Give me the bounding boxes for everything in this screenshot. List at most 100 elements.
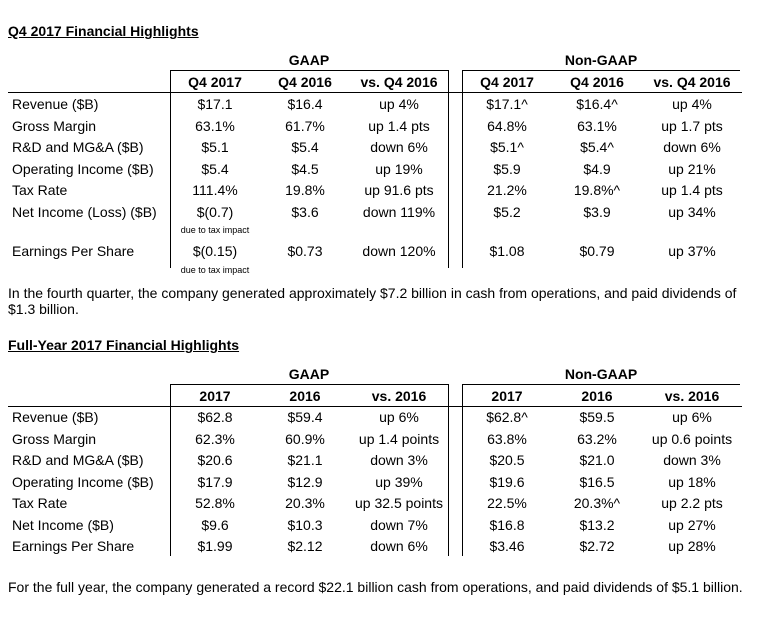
fy-cell: down 7%: [370, 517, 428, 533]
q4-cell: 21.2%: [487, 182, 527, 198]
q4-cell: $17.1^: [486, 96, 528, 112]
fy-cell: up 28%: [668, 538, 716, 554]
q4-cell: $16.4^: [576, 96, 618, 112]
q4-cash-paragraph: In the fourth quarter, the company gener…: [8, 285, 737, 317]
q4-cell: up 4%: [672, 96, 712, 112]
fy-cell: 22.5%: [487, 495, 527, 511]
q4-cell: up 91.6 pts: [364, 182, 434, 198]
fy-nongaap-top-rule: [462, 384, 740, 385]
fy-cell: $21.1: [287, 452, 323, 468]
q4-header-rule: [8, 92, 742, 93]
fy-section-title: Full-Year 2017 Financial Highlights: [8, 337, 240, 353]
fy-cell: $2.72: [579, 538, 615, 554]
q4-cell: $(0.7): [196, 204, 234, 220]
q4-cell: $16.4: [287, 96, 323, 112]
q4-cell: 111.4%: [192, 182, 238, 198]
fy-row-label: R&D and MG&A ($B): [12, 452, 144, 468]
fy-cell: $1.99: [197, 538, 233, 554]
fy-cell: 20.3%: [285, 495, 325, 511]
fy-cell: $59.4: [287, 409, 323, 425]
q4-cell: $5.1: [201, 139, 229, 155]
q4-row-label: R&D and MG&A ($B): [12, 139, 144, 155]
fy-cell: 20.3%^: [573, 495, 621, 511]
q4-cell: up 21%: [668, 161, 716, 177]
q4-cell: up 4%: [379, 96, 419, 112]
fy-cell: up 2.2 pts: [661, 495, 723, 511]
q4-cell: 61.7%: [285, 118, 325, 134]
fy-row-label: Earnings Per Share: [12, 538, 135, 554]
fy-gaap-left-border: [170, 384, 171, 556]
q4-cell: $0.79: [579, 243, 615, 259]
q4-cell: up 34%: [668, 204, 716, 220]
fy-row-label: Gross Margin: [12, 431, 97, 447]
q4-cell: $3.9: [583, 204, 611, 220]
fy-nongaap-col-header: 2017: [491, 388, 523, 404]
fy-cell: up 6%: [379, 409, 419, 425]
fy-cash-paragraph: For the full year, the company generated…: [8, 579, 743, 595]
q4-row-label: Gross Margin: [12, 118, 97, 134]
fy-cell: $10.3: [287, 517, 323, 533]
fy-cell: up 27%: [668, 517, 716, 533]
q4-cell: $5.1^: [490, 139, 524, 155]
q4-nongaap-top-rule: [462, 70, 740, 71]
q4-section-title: Q4 2017 Financial Highlights: [8, 23, 199, 39]
fy-cell: 52.8%: [195, 495, 235, 511]
fy-gaap-col-header: 2016: [289, 388, 321, 404]
q4-cell: $4.5: [291, 161, 319, 177]
fy-nongaap-col-header: vs. 2016: [664, 388, 720, 404]
fy-cell: $20.5: [489, 452, 525, 468]
fy-cell: $12.9: [287, 474, 323, 490]
fy-cell: 63.2%: [577, 431, 617, 447]
fy-gaap-top-rule: [170, 384, 448, 385]
q4-row-label: Net Income (Loss) ($B): [12, 204, 157, 220]
fy-cell: up 39%: [375, 474, 423, 490]
q4-cell: 19.8%: [285, 182, 325, 198]
q4-gaap-col-header: vs. Q4 2016: [360, 74, 438, 90]
q4-cell: up 1.4 pts: [368, 118, 430, 134]
q4-cell: $1.08: [489, 243, 525, 259]
q4-nongaap-left-border: [462, 70, 463, 268]
q4-row-label: Revenue ($B): [12, 96, 99, 112]
fy-cell: up 18%: [668, 474, 716, 490]
q4-cell: 64.8%: [487, 118, 527, 134]
q4-gaap-group-label: GAAP: [288, 52, 330, 68]
q4-cell: down 120%: [362, 243, 436, 259]
q4-row-label: Operating Income ($B): [12, 161, 154, 177]
fy-gaap-right-border: [448, 384, 449, 556]
q4-cell: 19.8%^: [573, 182, 621, 198]
q4-gaap-right-border: [448, 70, 449, 268]
fy-cell: down 3%: [370, 452, 428, 468]
fy-cell: $19.6: [489, 474, 525, 490]
q4-cell: up 37%: [668, 243, 716, 259]
q4-cell: up 1.7 pts: [661, 118, 723, 134]
fy-row-label: Revenue ($B): [12, 409, 99, 425]
q4-cell: 63.1%: [577, 118, 617, 134]
fy-cell: $21.0: [579, 452, 615, 468]
fy-cell: $16.8: [489, 517, 525, 533]
fy-cell: $17.9: [197, 474, 233, 490]
q4-gaap-left-border: [170, 70, 171, 268]
q4-net-income-footnote: due to tax impact: [180, 225, 250, 235]
fy-cell: $9.6: [201, 517, 229, 533]
fy-cell: 63.8%: [487, 431, 527, 447]
fy-cell: down 3%: [663, 452, 721, 468]
fy-cell: 60.9%: [285, 431, 325, 447]
q4-cell: $5.9: [493, 161, 521, 177]
q4-cell: $4.9: [583, 161, 611, 177]
fy-cell: $59.5: [579, 409, 615, 425]
q4-row-label: Earnings Per Share: [12, 243, 135, 259]
q4-cell: up 1.4 pts: [661, 182, 723, 198]
q4-cell: down 6%: [663, 139, 721, 155]
fy-cell: $20.6: [197, 452, 233, 468]
fy-cell: $3.46: [489, 538, 525, 554]
q4-cell: $17.1: [197, 96, 233, 112]
fy-cell: up 1.4 points: [358, 431, 440, 447]
fy-header-rule: [8, 406, 742, 407]
fy-cell: up 6%: [672, 409, 712, 425]
q4-cell: up 19%: [375, 161, 423, 177]
q4-nongaap-col-header: Q4 2017: [480, 74, 534, 90]
q4-eps-footnote: due to tax impact: [180, 265, 250, 275]
fy-cell: $62.8^: [486, 409, 528, 425]
fy-nongaap-group-label: Non-GAAP: [564, 366, 638, 382]
fy-cell: $16.5: [579, 474, 615, 490]
